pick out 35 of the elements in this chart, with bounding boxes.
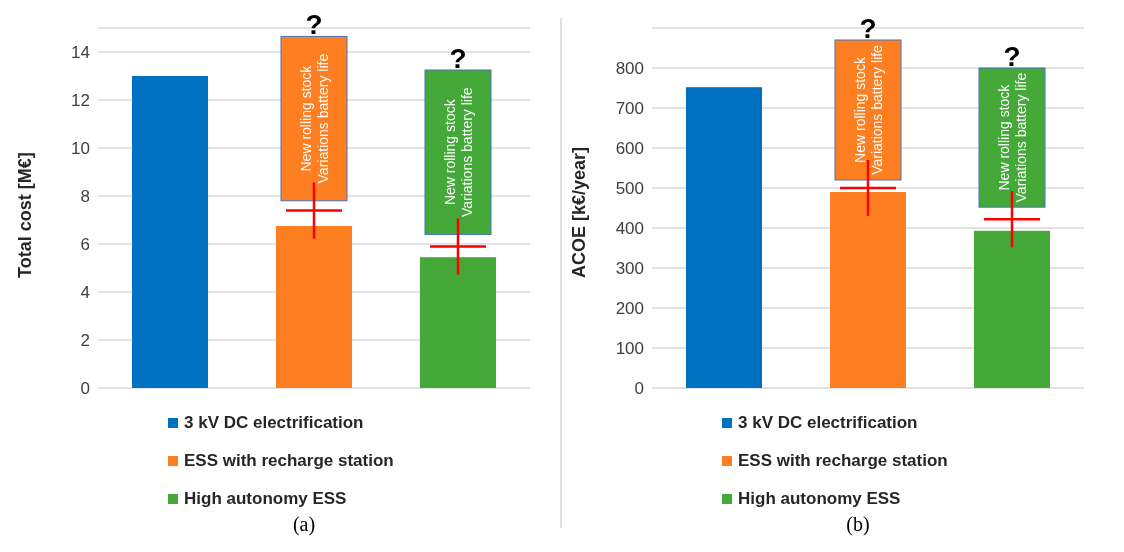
y-tick-label: 200	[615, 299, 644, 319]
annotation: ?	[449, 43, 467, 74]
annotation: ?	[859, 13, 877, 44]
data-label: New rolling stock Variations battery life	[995, 72, 1029, 203]
y-tick-label: 500	[615, 179, 644, 199]
y-tick-label: 8	[80, 187, 90, 207]
y-tick-label: 100	[615, 339, 644, 359]
y-tick-label: 400	[615, 219, 644, 239]
legend-label: ESS with recharge station	[738, 451, 948, 471]
y-tick-label: 2	[80, 331, 90, 351]
data-label: New rolling stock Variations battery life	[441, 87, 475, 218]
y-axis-title: ACOE [k€/year]	[569, 146, 590, 278]
data-label: New rolling stock Variations battery life	[851, 44, 885, 175]
legend-label: 3 kV DC electrification	[738, 413, 918, 433]
text: (b)	[845, 513, 871, 536]
legend-label: ESS with recharge station	[184, 451, 394, 471]
y-tick-label: 800	[615, 59, 644, 79]
y-tick-label: 0	[80, 379, 90, 399]
y-tick-label: 10	[71, 139, 90, 159]
y-tick-label: 14	[71, 43, 90, 63]
y-tick-label: 300	[615, 259, 644, 279]
y-tick-label: 12	[71, 91, 90, 111]
data-label: New rolling stock Variations battery life	[297, 53, 331, 184]
legend-label: High autonomy ESS	[184, 489, 347, 509]
annotation: ?	[305, 9, 323, 41]
y-axis-title: Total cost [M€]	[15, 152, 36, 278]
annotation: ?	[1003, 41, 1021, 72]
text: (a)	[291, 513, 317, 536]
y-tick-label: 700	[615, 99, 644, 119]
legend-label: High autonomy ESS	[738, 489, 901, 509]
y-tick-label: 0	[634, 379, 644, 399]
y-tick-label: 6	[80, 235, 90, 255]
y-tick-label: 4	[80, 283, 90, 303]
y-tick-label: 600	[615, 139, 644, 159]
legend-label: 3 kV DC electrification	[184, 413, 364, 433]
